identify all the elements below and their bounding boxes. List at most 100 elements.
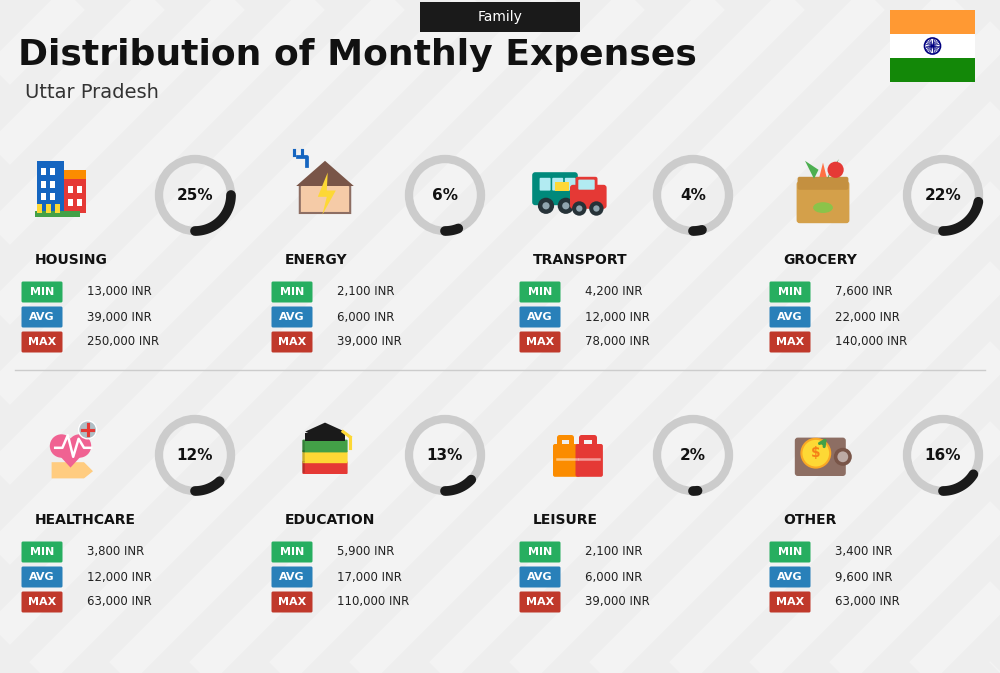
FancyBboxPatch shape xyxy=(520,306,560,328)
Text: MAX: MAX xyxy=(776,597,804,607)
Circle shape xyxy=(558,198,574,214)
FancyBboxPatch shape xyxy=(37,161,64,213)
Circle shape xyxy=(593,205,600,211)
Text: 6%: 6% xyxy=(432,188,458,203)
Text: 6,000 INR: 6,000 INR xyxy=(337,310,394,324)
Polygon shape xyxy=(819,163,827,177)
FancyBboxPatch shape xyxy=(64,179,86,213)
FancyBboxPatch shape xyxy=(540,178,551,190)
FancyBboxPatch shape xyxy=(770,306,810,328)
Text: AVG: AVG xyxy=(527,312,553,322)
Text: 4,200 INR: 4,200 INR xyxy=(585,285,642,299)
Text: MIN: MIN xyxy=(30,287,54,297)
Circle shape xyxy=(542,202,550,209)
FancyBboxPatch shape xyxy=(272,567,312,588)
Polygon shape xyxy=(318,172,336,215)
Text: EDUCATION: EDUCATION xyxy=(285,513,375,527)
Text: 63,000 INR: 63,000 INR xyxy=(87,596,152,608)
Circle shape xyxy=(589,201,604,216)
Circle shape xyxy=(801,439,830,468)
Text: 9,600 INR: 9,600 INR xyxy=(835,571,893,583)
Text: 250,000 INR: 250,000 INR xyxy=(87,336,159,349)
FancyBboxPatch shape xyxy=(22,332,62,353)
FancyBboxPatch shape xyxy=(77,199,82,206)
Text: AVG: AVG xyxy=(777,572,803,582)
Text: 16%: 16% xyxy=(925,448,961,462)
Text: 17,000 INR: 17,000 INR xyxy=(337,571,402,583)
Text: OTHER: OTHER xyxy=(783,513,836,527)
FancyBboxPatch shape xyxy=(798,177,848,190)
FancyBboxPatch shape xyxy=(305,433,345,441)
FancyBboxPatch shape xyxy=(770,332,810,353)
Text: MIN: MIN xyxy=(778,287,802,297)
FancyBboxPatch shape xyxy=(302,439,348,452)
Text: 78,000 INR: 78,000 INR xyxy=(585,336,650,349)
FancyBboxPatch shape xyxy=(578,180,595,190)
Polygon shape xyxy=(51,446,90,468)
FancyBboxPatch shape xyxy=(272,332,312,353)
Text: MAX: MAX xyxy=(28,597,56,607)
FancyBboxPatch shape xyxy=(41,193,46,201)
Text: MAX: MAX xyxy=(28,337,56,347)
FancyBboxPatch shape xyxy=(770,592,810,612)
Text: 39,000 INR: 39,000 INR xyxy=(585,596,650,608)
Text: MIN: MIN xyxy=(778,547,802,557)
Circle shape xyxy=(828,162,844,178)
Text: 3,400 INR: 3,400 INR xyxy=(835,546,892,559)
Text: MAX: MAX xyxy=(278,597,306,607)
FancyBboxPatch shape xyxy=(37,204,42,213)
FancyBboxPatch shape xyxy=(55,204,60,213)
Ellipse shape xyxy=(813,202,833,213)
Circle shape xyxy=(837,452,848,462)
Text: 140,000 INR: 140,000 INR xyxy=(835,336,907,349)
Text: GROCERY: GROCERY xyxy=(783,253,857,267)
FancyBboxPatch shape xyxy=(520,592,560,612)
Text: 39,000 INR: 39,000 INR xyxy=(87,310,152,324)
FancyBboxPatch shape xyxy=(64,170,86,179)
Text: AVG: AVG xyxy=(777,312,803,322)
Circle shape xyxy=(572,201,586,216)
Polygon shape xyxy=(828,159,839,179)
Text: 22,000 INR: 22,000 INR xyxy=(835,310,900,324)
FancyBboxPatch shape xyxy=(770,542,810,563)
Text: 63,000 INR: 63,000 INR xyxy=(835,596,900,608)
Text: AVG: AVG xyxy=(527,572,553,582)
Text: Uttar Pradesh: Uttar Pradesh xyxy=(25,83,159,102)
FancyBboxPatch shape xyxy=(565,178,576,190)
Circle shape xyxy=(50,434,73,458)
Circle shape xyxy=(68,434,91,458)
FancyBboxPatch shape xyxy=(272,306,312,328)
Text: MAX: MAX xyxy=(526,597,554,607)
FancyBboxPatch shape xyxy=(22,306,62,328)
Text: MAX: MAX xyxy=(776,337,804,347)
Text: 2,100 INR: 2,100 INR xyxy=(337,285,394,299)
Text: 7,600 INR: 7,600 INR xyxy=(835,285,893,299)
Text: LEISURE: LEISURE xyxy=(533,513,598,527)
Text: HOUSING: HOUSING xyxy=(35,253,108,267)
FancyBboxPatch shape xyxy=(890,58,975,82)
FancyBboxPatch shape xyxy=(576,444,603,476)
Text: 39,000 INR: 39,000 INR xyxy=(337,336,402,349)
Circle shape xyxy=(79,421,97,439)
Text: 6,000 INR: 6,000 INR xyxy=(585,571,642,583)
FancyBboxPatch shape xyxy=(797,181,849,223)
FancyBboxPatch shape xyxy=(41,168,46,175)
Text: TRANSPORT: TRANSPORT xyxy=(533,253,628,267)
Text: 3,800 INR: 3,800 INR xyxy=(87,546,144,559)
Polygon shape xyxy=(300,166,350,213)
Text: 4%: 4% xyxy=(680,188,706,203)
FancyBboxPatch shape xyxy=(77,186,82,193)
FancyBboxPatch shape xyxy=(68,199,73,206)
Circle shape xyxy=(834,448,852,466)
FancyBboxPatch shape xyxy=(272,281,312,302)
FancyBboxPatch shape xyxy=(272,592,312,612)
Text: 12,000 INR: 12,000 INR xyxy=(585,310,650,324)
Text: MIN: MIN xyxy=(30,547,54,557)
FancyBboxPatch shape xyxy=(576,177,598,192)
FancyBboxPatch shape xyxy=(41,180,46,188)
Text: 2,100 INR: 2,100 INR xyxy=(585,546,642,559)
FancyBboxPatch shape xyxy=(570,185,607,209)
Text: 5,900 INR: 5,900 INR xyxy=(337,546,394,559)
Circle shape xyxy=(576,205,582,211)
FancyBboxPatch shape xyxy=(50,180,55,188)
